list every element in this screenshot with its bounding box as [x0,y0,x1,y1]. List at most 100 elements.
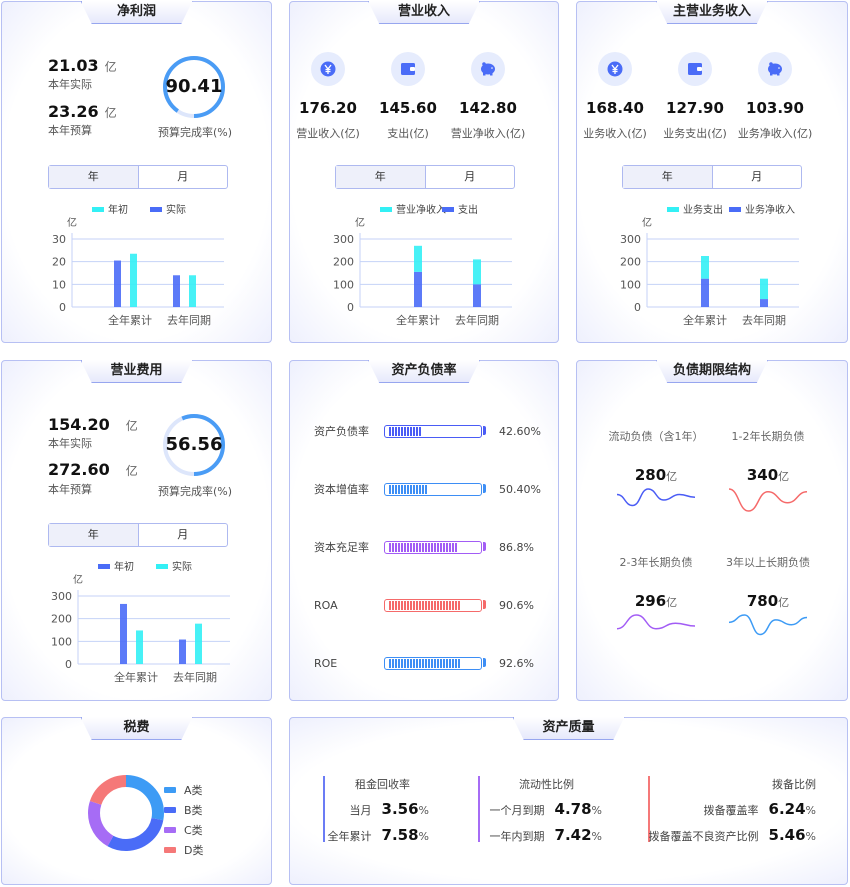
ratio-progress-bar [384,598,482,612]
revenue-panel: 营业收入 176.20 营业收入(亿) 145.60 支出(亿) 142.80 营业净收入… [289,1,559,343]
x-tick-label: 全年累计 [108,313,152,327]
sparkline-path [616,488,696,507]
tab-year[interactable]: 年 [49,524,139,546]
ring-progress [163,414,225,476]
y-tick-label: 200 [51,613,72,626]
legend-swatch [164,827,176,833]
legend-label: C类 [184,824,203,837]
budget-value: 272.60 [48,460,110,479]
value-unit: 亿 [778,470,790,483]
value-unit: 亿 [778,596,790,609]
tab-year[interactable]: 年 [49,166,139,188]
x-tick-label: 全年累计 [396,313,440,327]
row-value: 4.78% [555,800,602,818]
legend-item: A类 [164,782,203,798]
y-unit: 亿 [642,216,652,229]
y-tick-label: 0 [59,301,66,314]
bar [114,260,121,307]
value-unit: % [805,804,816,817]
y-tick-label: 20 [52,256,66,269]
legend-swatch [164,787,176,793]
ratio-row: 资本增值率 50.40% [314,482,554,496]
stat-value: 145.60 [379,99,437,117]
actual-value: 21.03 [48,56,99,75]
value-number: 6.24 [768,800,806,818]
net-profit-chart: 年初 实际亿 0 10 20 30 全年累计 去年同期 [52,203,224,327]
row-label: 拨备覆盖率 [703,804,759,817]
bar-cap [483,600,486,609]
y-tick-label: 30 [52,233,66,246]
quality-column: 租金回收率 当月 3.56% 全年累计 7.58% [323,776,429,844]
quality-row: 全年累计 7.58% [328,826,429,844]
ratio-row: 资产负债率 42.60% [314,424,554,438]
legend-swatch [442,207,454,212]
legend-item: C类 [164,822,203,838]
tab-year[interactable]: 年 [336,166,426,188]
term-item: 3年以上长期负债 780亿 [713,554,823,610]
row-label: 当月 [349,804,372,817]
quality-row: 当月 3.56% [350,800,429,818]
stat-label: 营业净收入(亿) [450,127,526,140]
bar [173,275,180,307]
tab-month[interactable]: 月 [751,170,763,183]
column-title: 拨备比例 [772,778,816,791]
row-label: 拨备覆盖不良资产比例 [648,830,759,843]
bar [189,275,196,307]
piggy-bank-icon [758,52,792,86]
completion-ring [163,56,225,118]
legend-label: 年初 [114,560,134,573]
row-value: 7.42% [555,826,602,844]
stat-value: 168.40 [586,99,644,117]
legend-label: 营业净收入 [396,203,446,216]
row-value: 5.46% [769,826,816,844]
ratio-label: ROE [314,656,338,670]
period-toggle: 年月 [335,165,515,189]
tab-month[interactable]: 月 [464,170,476,183]
completion-ring [163,414,225,476]
ratio-progress-bar [384,656,482,670]
value-unit: 亿 [666,470,678,483]
tab-month[interactable]: 月 [177,528,189,541]
tab-year[interactable]: 年 [623,166,713,188]
legend-swatch [92,207,104,212]
unit: 亿 [125,419,138,433]
period-toggle: 年月 [622,165,802,189]
y-tick-label: 300 [333,233,354,246]
x-tick-label: 去年同期 [167,313,211,327]
sparkline-path [728,488,808,512]
ratio-label: 资产负债率 [314,425,369,438]
panel-title: 税费 [80,717,193,740]
tax-panel: 税费 A类 B类 C类 D类 [1,717,272,885]
donut-slice [88,775,164,851]
legend-item: D类 [164,842,203,858]
stat-value: 127.90 [666,99,724,117]
stat-item: 127.90 业务支出(亿) [645,99,745,141]
term-item: 2-3年长期负债 296亿 [601,554,711,610]
bar [414,271,422,307]
y-tick-label: 0 [65,658,72,671]
quality-row: 一个月到期 4.78% [490,800,602,818]
legend-swatch [150,207,162,212]
stat-item: 168.40 业务收入(亿) [565,99,665,141]
actual-label: 本年实际 [48,437,92,450]
y-tick-label: 200 [620,256,641,269]
x-tick-label: 去年同期 [455,313,499,327]
yuan-icon [598,52,632,86]
ratio-value: 42.60% [499,424,541,438]
piggy-bank-icon [471,52,505,86]
bar [414,245,422,272]
stat-value: 176.20 [299,99,357,117]
trend-sparkline [728,614,808,636]
value-number: 3.56 [381,800,419,818]
bar-cap [483,542,486,551]
tab-month[interactable]: 月 [177,170,189,183]
term-label: 流动负债（含1年） [608,430,704,443]
value-unit: 亿 [666,596,678,609]
legend-label: 业务净收入 [745,203,795,216]
quality-row: 一年内到期 7.42% [490,826,602,844]
sparkline-path [616,614,696,630]
actual-value: 154.20 [48,415,110,434]
legend-swatch [667,207,679,212]
legend-swatch [156,564,168,569]
legend-swatch [98,564,110,569]
